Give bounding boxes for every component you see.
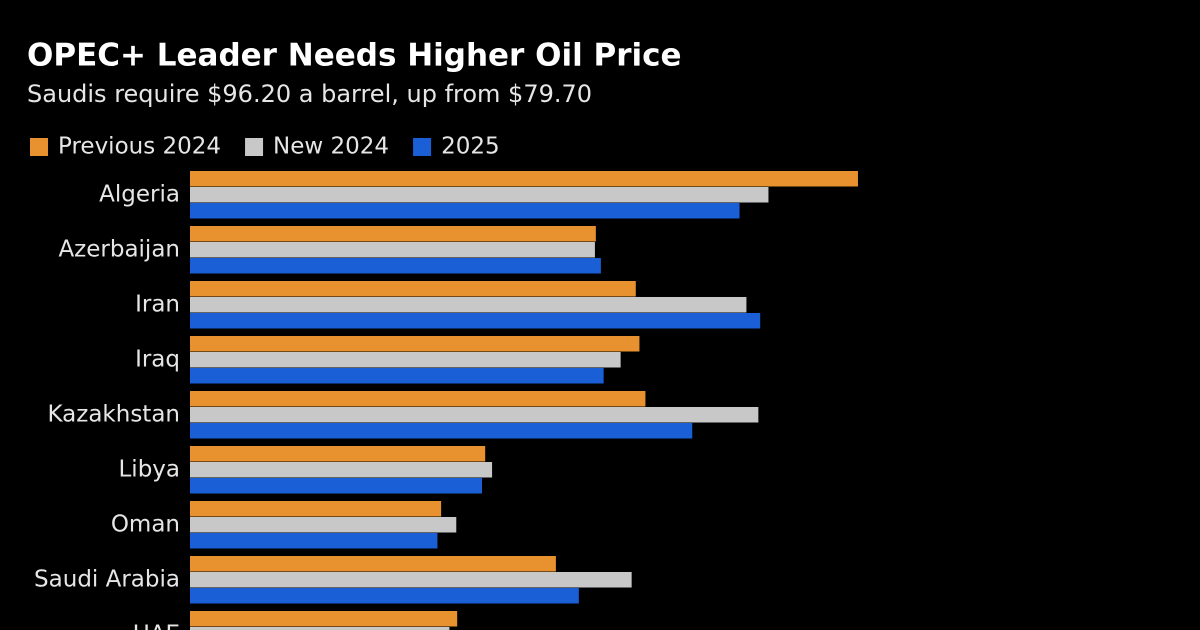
legend-swatch [30,138,48,156]
bar [190,258,601,274]
bar [190,478,482,494]
chart-subtitle: Saudis require $96.20 a barrel, up from … [27,80,592,108]
bar [190,533,438,549]
bar [190,501,442,517]
bar [190,171,858,187]
y-tick-label: Libya [118,457,180,483]
bar [190,627,450,630]
legend-swatch [413,138,432,156]
y-tick-label: Algeria [99,182,180,208]
bar [190,187,769,203]
legend-label: Previous 2024 [58,134,221,160]
bar [190,611,458,627]
bar [190,407,759,423]
bar [190,556,556,572]
y-tick-label: Saudi Arabia [34,567,180,593]
y-tick-label: UAE [133,622,180,630]
legend-label: 2025 [441,134,500,160]
bar [190,336,640,352]
bar [190,572,632,588]
bar [190,391,646,407]
bar [190,313,761,329]
bar [190,226,596,242]
y-tick-label: Iraq [135,347,180,373]
bar [190,462,493,478]
bar [190,517,457,533]
bar [190,352,621,368]
y-tick-label: Oman [111,512,180,538]
bar [190,423,693,439]
bar [190,242,595,258]
bar [190,203,740,219]
y-tick-label: Azerbaijan [58,237,180,263]
chart-title: OPEC+ Leader Needs Higher Oil Price [27,38,682,74]
y-tick-label: Iran [135,292,180,318]
bar [190,588,579,604]
bar [190,297,747,313]
legend-label: New 2024 [273,134,389,160]
y-tick-label: Kazakhstan [47,402,180,428]
bar [190,281,636,297]
bar [190,368,604,384]
bar [190,446,486,462]
legend-swatch [245,138,264,156]
